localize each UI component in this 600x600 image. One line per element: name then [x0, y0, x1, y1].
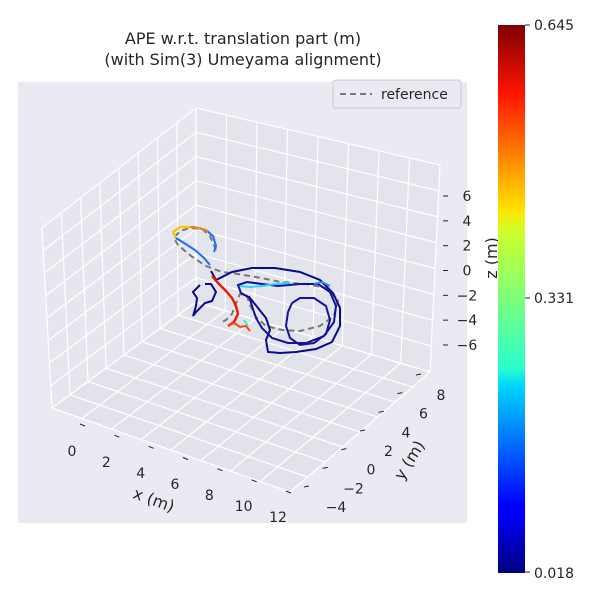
x-tick-mark	[79, 423, 86, 427]
y-tick-mark	[415, 373, 422, 376]
x-tick-labels: 0 2 4 6 8 10 12	[68, 423, 292, 526]
y-tick-mark	[378, 410, 384, 413]
back-wall-grid-vertical	[341, 143, 350, 346]
floor-grid-line-x	[200, 345, 343, 461]
y-tick-label: 0	[367, 463, 376, 479]
estimate-top-loop-warm	[189, 226, 209, 232]
y-tick-label: −4	[326, 500, 347, 516]
floor-grid-line-x	[289, 371, 431, 493]
legend: reference	[332, 79, 462, 109]
z-tick-label: 6	[463, 189, 472, 205]
left-wall-grid-vertical	[156, 137, 161, 329]
left-wall-grid-vertical	[137, 152, 143, 342]
legend-reference-label: reference	[381, 87, 448, 103]
back-wall-grid-horizontal	[195, 180, 437, 244]
estimate-right-loop	[284, 297, 332, 347]
y-tick-mark	[322, 466, 328, 469]
z-tick-label: −2	[457, 288, 478, 304]
back-wall-grid-horizontal	[195, 131, 439, 192]
x-tick-label: 6	[171, 477, 180, 493]
x-tick-mark	[148, 445, 154, 449]
x-tick-label: 10	[235, 499, 253, 515]
floor-grid-line-y	[123, 354, 361, 433]
y-tick-mark	[341, 448, 347, 451]
estimate-loop-middle	[236, 280, 338, 344]
left-wall-grid-horizontal	[45, 180, 197, 296]
colorbar: 0.645 0.331 0.018	[498, 18, 574, 582]
y-tick-label: 4	[402, 425, 411, 441]
x-tick-mark	[285, 490, 292, 494]
back-wall-grid-horizontal	[195, 204, 436, 270]
z-axis-label: z (m)	[482, 237, 501, 279]
left-wall-grid-horizontal	[44, 156, 197, 274]
colorbar-min-label: 0.018	[534, 566, 574, 582]
trajectory-group	[171, 225, 341, 355]
z-tick-label: 0	[463, 264, 472, 280]
y-tick-label: 2	[384, 444, 393, 460]
colorbar-gradient	[498, 25, 525, 573]
estimate-high-error-section	[211, 275, 240, 327]
estimate-left-branch	[191, 283, 218, 317]
colorbar-max-label: 0.645	[534, 18, 574, 34]
left-wall-grid-horizontal	[42, 131, 197, 251]
back-wall-grid-vertical	[429, 164, 441, 373]
floor-grid-line-x	[259, 362, 402, 482]
x-tick-label: 0	[68, 444, 77, 460]
floor-grid-line-y	[141, 341, 378, 418]
x-tick-mark	[217, 468, 223, 472]
y-tick-label: 6	[419, 407, 428, 423]
z-tick-labels: 6 4 2 0 −2 −4 −6	[443, 189, 477, 354]
estimate-top-loop-hot	[171, 225, 190, 239]
estimate-blue-segment	[313, 280, 331, 287]
y-tick-label: 8	[437, 388, 446, 404]
x-tick-label: 4	[136, 466, 145, 482]
floor-grid-line-y	[195, 301, 431, 373]
x-tick-label: 2	[102, 455, 111, 471]
x-tick-label: 8	[205, 488, 214, 504]
y-tick-mark	[303, 485, 310, 488]
y-tick-mark	[397, 392, 403, 395]
estimate-cyan-segment	[239, 282, 291, 289]
left-wall-grid-horizontal	[41, 107, 197, 229]
left-wall-grid-vertical	[176, 122, 179, 316]
left-wall-grid-horizontal	[46, 204, 197, 319]
x-tick-mark	[182, 457, 189, 460]
z-tick-label: 4	[463, 214, 472, 230]
floor-grid-line-y	[159, 327, 396, 403]
z-tick-label: −6	[457, 338, 478, 354]
x-tick-label: 12	[269, 510, 287, 526]
z-tick-label: −4	[457, 313, 478, 329]
y-tick-mark	[359, 429, 366, 432]
back-wall-grid-vertical	[400, 157, 411, 364]
estimate-cyan-lower	[243, 319, 249, 327]
legend-box	[332, 79, 462, 109]
back-wall-grid-vertical	[370, 150, 380, 355]
floor-grid-line-x	[230, 354, 372, 472]
back-wall-grid-horizontal	[195, 155, 438, 218]
y-tick-label: −2	[343, 481, 364, 497]
chart-title-line2: (with Sim(3) Umeyama alignment)	[104, 50, 381, 69]
back-wall-grid-horizontal	[195, 107, 441, 166]
chart-title-line1: APE w.r.t. translation part (m)	[125, 29, 361, 48]
z-tick-label: 2	[463, 239, 472, 255]
x-tick-mark	[114, 434, 120, 438]
colorbar-mid-label: 0.331	[534, 291, 574, 307]
estimate-loop-large	[210, 267, 341, 355]
estimate-high-error-tail	[227, 321, 251, 332]
x-tick-mark	[251, 479, 257, 483]
